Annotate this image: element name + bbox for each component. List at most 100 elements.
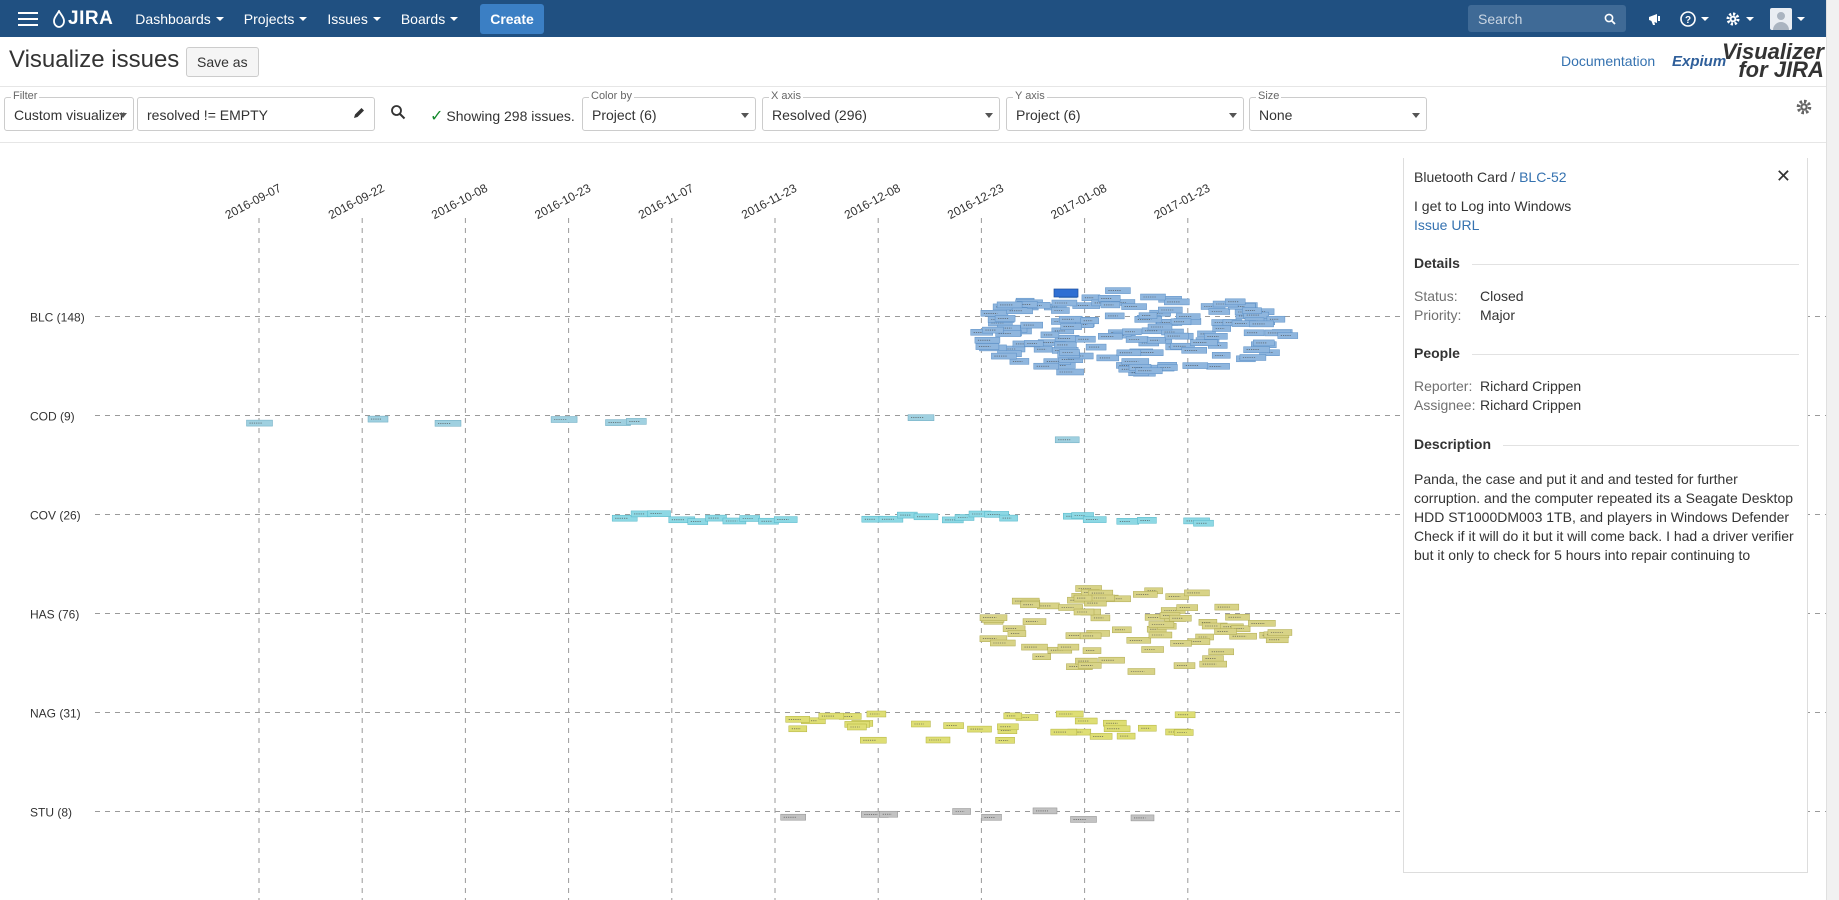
- close-icon[interactable]: ✕: [1775, 166, 1791, 186]
- issue-marker: [1135, 367, 1163, 375]
- x-tick-label: 2016-11-23: [739, 181, 799, 222]
- y-axis-select[interactable]: Y axis Project (6): [1006, 90, 1244, 131]
- user-menu[interactable]: [1770, 7, 1805, 30]
- gear-icon[interactable]: [1795, 98, 1813, 116]
- chevron-down-icon: [1701, 16, 1709, 21]
- nav-dashboards[interactable]: Dashboards: [125, 11, 234, 27]
- x-tick-label: 2017-01-08: [1048, 181, 1109, 222]
- issue-marker: [1020, 601, 1040, 609]
- x-axis-legend: X axis: [769, 90, 803, 102]
- issue-marker: [1077, 662, 1102, 669]
- visualizer-for-jira-logo: Visualizer for JIRA: [1722, 41, 1824, 82]
- issue-marker: [1137, 517, 1157, 524]
- people-section-header: People: [1414, 345, 1799, 365]
- issue-description: Panda, the case and put it and and teste…: [1414, 471, 1794, 563]
- nav-issues[interactable]: Issues: [317, 11, 390, 27]
- chevron-down-icon: [450, 16, 459, 21]
- dropdown-arrow-icon: [1412, 113, 1420, 118]
- nav-right: Search ?: [1468, 0, 1813, 37]
- issue-marker: [773, 516, 798, 523]
- issue-marker: [866, 710, 887, 718]
- issue-marker: [647, 510, 671, 517]
- nav-projects-label: Projects: [243, 10, 295, 27]
- menu-icon[interactable]: [18, 8, 38, 30]
- issue-marker: [1121, 358, 1150, 365]
- feedback-icon[interactable]: [1648, 12, 1664, 26]
- issue-count-status: ✓ Showing 298 issues.: [430, 106, 575, 126]
- issue-marker: [1141, 646, 1164, 653]
- filter-select[interactable]: Filter Custom visualizer: [4, 90, 134, 131]
- issue-key-link[interactable]: BLC-52: [1519, 169, 1567, 185]
- issue-marker: [1096, 354, 1120, 362]
- priority-value: Major: [1480, 307, 1516, 323]
- jira-logo[interactable]: JIRA: [52, 8, 113, 30]
- page-scrollbar[interactable]: [1826, 0, 1839, 900]
- issue-marker: [952, 808, 971, 815]
- nav-projects[interactable]: Projects: [234, 11, 318, 27]
- issue-marker: [1055, 710, 1084, 718]
- issue-marker: [1165, 593, 1189, 600]
- y-axis-legend: Y axis: [1013, 90, 1047, 102]
- x-axis-select[interactable]: X axis Resolved (296): [762, 90, 1000, 131]
- people-heading: People: [1414, 345, 1472, 361]
- priority-label: Priority:: [1414, 307, 1462, 323]
- nav-boards[interactable]: Boards: [391, 11, 468, 27]
- status-label: Status:: [1414, 288, 1458, 304]
- dropdown-arrow-icon: [119, 113, 127, 118]
- issue-url-link[interactable]: Issue URL: [1414, 217, 1480, 233]
- issue-marker: [1112, 626, 1132, 634]
- y-axis-value: Project (6): [1016, 107, 1081, 123]
- issue-marker: [1127, 668, 1156, 675]
- nav-dashboards-label: Dashboards: [135, 10, 211, 27]
- issue-marker: [1097, 295, 1121, 302]
- issue-marker: [995, 737, 1015, 744]
- row-label: STU (8): [30, 806, 72, 820]
- search-input[interactable]: Search: [1468, 5, 1626, 32]
- dropdown-arrow-icon: [985, 113, 993, 118]
- assignee-label: Assignee:: [1414, 397, 1476, 413]
- issue-marker: [1032, 653, 1051, 660]
- row-label: NAG (31): [30, 707, 81, 721]
- reporter-value: Richard Crippen: [1480, 378, 1582, 394]
- color-by-select[interactable]: Color by Project (6): [582, 90, 756, 131]
- svg-text:?: ?: [1685, 15, 1691, 26]
- x-tick-label: 2016-09-07: [223, 181, 284, 222]
- create-button[interactable]: Create: [480, 3, 544, 34]
- issue-marker: [1104, 312, 1125, 320]
- details-section-header: Details: [1414, 255, 1799, 275]
- issue-marker: [1022, 618, 1047, 625]
- issue-marker: [975, 343, 1000, 350]
- header-divider: [0, 86, 1827, 87]
- status-row: Status: Closed: [1414, 288, 1524, 304]
- issue-marker: [1020, 321, 1043, 329]
- size-select[interactable]: Size None: [1249, 90, 1427, 131]
- issue-marker: [1130, 814, 1155, 822]
- settings-gear-icon[interactable]: [1725, 11, 1754, 27]
- reporter-label: Reporter:: [1414, 378, 1473, 394]
- x-tick-label: 2016-12-23: [945, 181, 1006, 222]
- issue-marker: [847, 723, 867, 731]
- issue-scatter-chart[interactable]: 2016-09-07 2016-09-22 2016-10-08 2016-10-23…: [0, 143, 1839, 900]
- issue-marker: [1212, 325, 1231, 332]
- issue-marker: [1090, 614, 1111, 622]
- controls-divider: [0, 142, 1827, 143]
- logo-text: JIRA: [68, 7, 114, 29]
- jql-value: resolved != EMPTY: [147, 107, 268, 123]
- issue-marker: [1054, 341, 1077, 349]
- pencil-icon[interactable]: [352, 106, 366, 120]
- search-icon[interactable]: [390, 104, 406, 120]
- issue-marker: [1056, 368, 1084, 376]
- issue-marker: [1173, 729, 1194, 736]
- issue-marker: [1122, 328, 1142, 336]
- issue-marker: [911, 720, 931, 728]
- issue-marker: [1071, 512, 1094, 519]
- jql-input[interactable]: resolved != EMPTY: [137, 97, 375, 131]
- help-icon[interactable]: ?: [1680, 10, 1709, 27]
- save-as-button[interactable]: Save as: [186, 47, 259, 77]
- documentation-link[interactable]: Documentation: [1561, 53, 1656, 69]
- brand-line-2: for JIRA: [1738, 57, 1824, 82]
- chevron-down-icon: [299, 16, 308, 21]
- issue-marker: [1073, 594, 1093, 602]
- x-tick-label: 2016-10-08: [429, 181, 490, 222]
- issue-marker: [1229, 632, 1257, 640]
